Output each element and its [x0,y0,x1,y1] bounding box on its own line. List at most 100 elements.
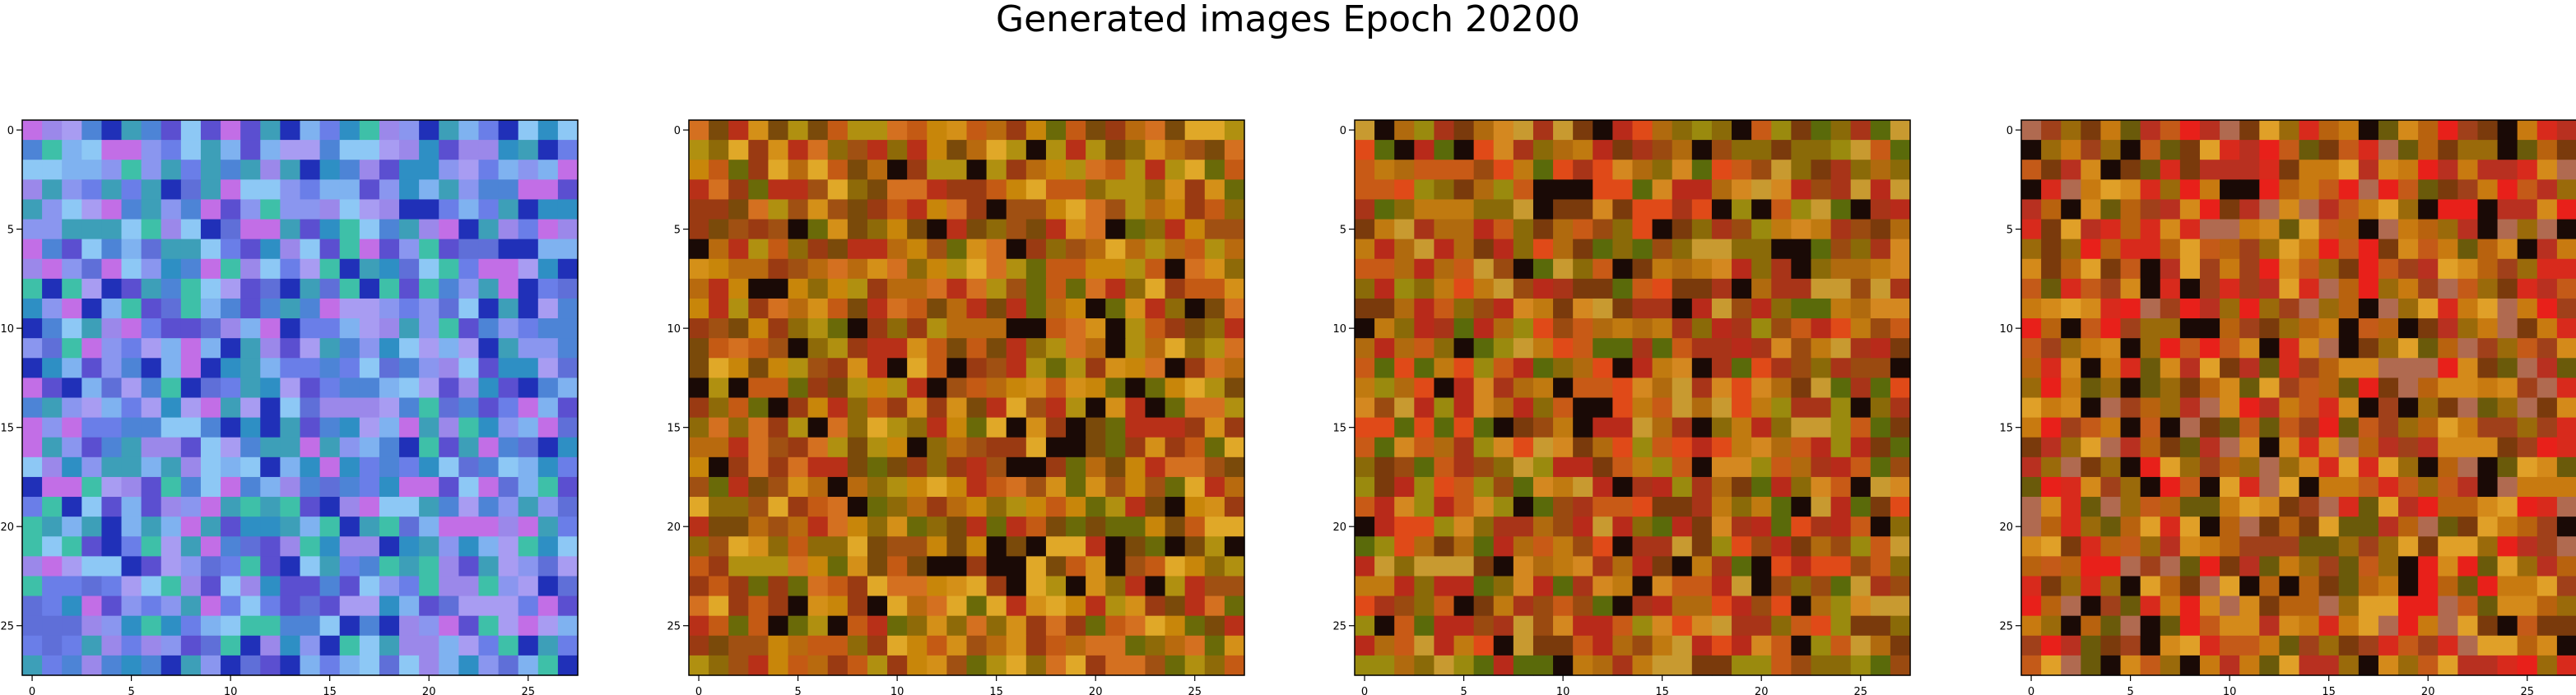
pixel-cell [1890,378,1911,399]
pixel-cell [1513,358,1534,378]
pixel-cell [478,239,500,260]
pixel-cell [1890,140,1911,160]
pixel-cell [2398,219,2419,240]
pixel-cell [748,517,770,537]
pixel-cell [2021,417,2042,438]
pixel-cell [927,476,947,498]
pixel-cell [2517,258,2538,280]
y-tick-label: 5 [674,225,681,237]
pixel-cell [1355,655,1375,676]
pixel-cell [2179,179,2201,201]
pixel-cell [1086,199,1106,220]
pixel-cell [1414,160,1435,180]
pixel-cell [1414,179,1435,201]
pixel-cell [518,497,539,517]
pixel-cell [2556,338,2576,359]
pixel-cell [827,179,849,201]
pixel-cell [1532,476,1554,498]
pixel-cell [946,397,968,419]
pixel-cell [907,615,928,637]
pixel-cell [2378,378,2399,399]
pixel-cell [2021,576,2042,597]
pixel-cell [2477,437,2499,458]
pixel-cell [1025,258,1047,280]
pixel-cell [1434,517,1455,537]
pixel-cell [1830,517,1852,537]
pixel-cell [1811,378,1832,399]
pixel-cell [2398,318,2419,339]
pixel-cell [1145,615,1166,637]
pixel-cell [1732,378,1752,399]
pixel-cell [1612,378,1634,399]
pixel-cell [141,318,162,339]
pixel-cell [2457,556,2479,577]
pixel-cell [141,120,162,141]
pixel-cell [1612,655,1634,676]
pixel-cell [2259,417,2280,438]
pixel-cell [1830,318,1852,339]
pixel-cell [2299,318,2320,339]
pixel-cell [1025,595,1047,617]
pixel-cell [2199,397,2220,419]
pixel-cell [141,179,162,201]
pixel-cell [1434,556,1455,577]
pixel-cell [2140,536,2161,557]
pixel-cell [1374,318,1395,339]
pixel-cell [2536,318,2558,339]
pixel-cell [1355,536,1375,557]
pixel-cell [1473,497,1495,517]
pixel-cell [1890,397,1911,419]
pixel-cell [339,517,360,537]
pixel-cell [1025,120,1047,141]
pixel-cell [2338,278,2360,299]
pixel-cell [1771,258,1792,280]
pixel-cell [1850,298,1872,319]
pixel-cell [2279,199,2300,220]
pixel-cell [2536,437,2558,458]
pixel-cell [748,239,770,260]
pixel-cell [728,179,749,201]
pixel-cell [907,318,928,339]
pixel-cell [2199,655,2220,676]
pixel-cell [1711,556,1732,577]
pixel-cell [1711,160,1732,180]
pixel-cell [2100,497,2122,517]
pixel-cell [1125,615,1146,637]
pixel-cell [2061,239,2081,260]
pixel-cell [141,497,162,517]
pixel-cell [1394,219,1415,240]
pixel-cell [887,219,908,240]
pixel-cell [1751,318,1772,339]
pixel-cell [1672,140,1693,160]
pixel-cell [1006,298,1027,319]
pixel-cell [319,258,341,280]
pixel-cell [478,278,500,299]
pixel-cell [42,239,63,260]
pixel-cell [478,556,500,577]
pixel-cell [240,655,261,676]
pixel-cell [1890,437,1911,458]
pixel-cell [1355,456,1375,478]
pixel-cell [2081,179,2102,201]
pixel-cell [260,397,281,419]
pixel-cell [1066,536,1086,557]
pixel-cell [2438,298,2458,319]
pixel-cell [927,635,947,656]
pixel-cell [2398,595,2419,617]
pixel-cell [399,278,420,299]
pixel-cell [2556,378,2576,399]
pixel-cell [81,179,103,201]
pixel-cell [867,456,888,478]
pixel-cell [2556,258,2576,280]
pixel-cell [1553,378,1574,399]
pixel-cell [1513,298,1534,319]
pixel-cell [557,456,579,478]
pixel-cell [907,556,928,577]
pixel-cell [1532,298,1554,319]
pixel-cell [907,219,928,240]
pixel-cell [887,417,908,438]
pixel-cell [260,655,281,676]
pixel-cell [2239,417,2260,438]
pixel-cell [2477,318,2499,339]
